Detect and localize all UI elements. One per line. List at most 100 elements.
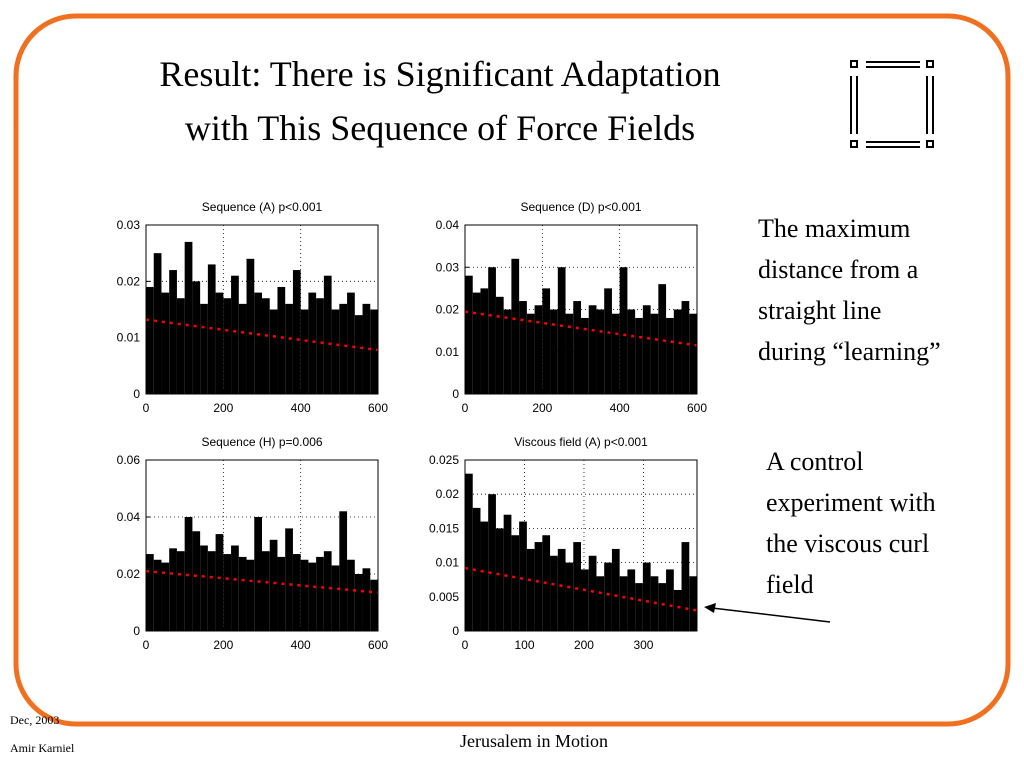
- bar: [362, 303, 371, 394]
- bar: [534, 542, 543, 631]
- bar: [153, 253, 162, 394]
- bar: [223, 554, 232, 631]
- bar: [269, 309, 278, 394]
- bar: [565, 313, 574, 394]
- bar: [511, 258, 520, 394]
- bar: [269, 539, 278, 631]
- x-tick-label: 0: [143, 401, 150, 415]
- force-icon: [850, 60, 934, 148]
- bar: [370, 309, 378, 394]
- bar: [246, 258, 255, 394]
- bar: [472, 507, 481, 631]
- bar: [331, 565, 340, 631]
- bar: [262, 551, 270, 631]
- bar: [503, 514, 512, 631]
- y-tick-label: 0: [133, 387, 140, 401]
- chart: Sequence (A) p<0.001 0 0.01 0.02 0.03 0 200 400…: [117, 200, 389, 415]
- footer-center: Jerusalem in Motion: [460, 731, 608, 751]
- bar: [354, 574, 363, 631]
- y-tick-label: 0: [452, 624, 459, 638]
- bar: [581, 569, 589, 631]
- bar: [323, 275, 332, 394]
- bar: [308, 562, 317, 631]
- x-tick-label: 600: [368, 401, 388, 415]
- y-tick-label: 0.03: [436, 260, 460, 274]
- bar: [658, 583, 667, 631]
- bar: [611, 313, 620, 394]
- bar: [619, 267, 628, 394]
- chart: Sequence (H) p=0.006 0 0.02 0.04 0.06 0 200 400…: [117, 435, 389, 652]
- bar: [146, 554, 154, 631]
- x-tick-label: 0: [462, 401, 469, 415]
- bar: [370, 579, 378, 631]
- bar: [316, 298, 324, 394]
- y-tick-label: 0.03: [117, 218, 141, 232]
- x-tick-label: 200: [532, 401, 552, 415]
- trend-line: [145, 318, 379, 352]
- y-tick-label: 0.02: [117, 274, 141, 288]
- chart-title: Sequence (D) p<0.001: [520, 200, 641, 214]
- bar: [642, 562, 651, 631]
- bar: [588, 555, 597, 631]
- x-tick-label: 200: [213, 401, 233, 415]
- bar: [176, 298, 185, 394]
- x-tick-label: 0: [462, 638, 469, 652]
- bar: [292, 554, 301, 631]
- bar: [277, 556, 286, 631]
- footer-date: Dec, 2003: [10, 713, 59, 727]
- bar: [465, 473, 473, 631]
- x-tick-label: 100: [514, 638, 534, 652]
- bar: [285, 528, 293, 631]
- bar: [526, 313, 535, 394]
- bar: [689, 313, 697, 394]
- bar: [231, 275, 239, 394]
- bar: [581, 317, 589, 394]
- bar: [254, 292, 262, 394]
- bar: [619, 576, 628, 631]
- bar: [573, 301, 581, 394]
- note-line: the viscous curl: [766, 529, 929, 558]
- x-tick-label: 200: [574, 638, 594, 652]
- bar: [323, 551, 332, 631]
- note-line: straight line: [758, 296, 881, 325]
- y-tick-label: 0.02: [117, 567, 141, 581]
- bar: [354, 315, 363, 394]
- bar: [292, 270, 301, 394]
- slide-border: [13, 13, 1011, 727]
- bar: [184, 241, 193, 394]
- plot-frame: [464, 224, 698, 395]
- chart-title: Sequence (A) p<0.001: [202, 200, 323, 214]
- bar: [534, 305, 543, 394]
- bar: [347, 559, 355, 631]
- bar: [192, 281, 201, 394]
- bar: [215, 292, 224, 394]
- y-tick-label: 0.01: [117, 331, 141, 345]
- bar: [666, 569, 674, 631]
- bar: [666, 317, 674, 394]
- bar: [285, 303, 293, 394]
- pointer-arrow: [704, 603, 831, 623]
- y-tick-label: 0.04: [436, 218, 460, 232]
- x-tick-label: 0: [143, 638, 150, 652]
- y-tick-label: 0.02: [436, 487, 460, 501]
- bar: [192, 531, 201, 631]
- bar: [627, 309, 636, 394]
- bar: [215, 534, 224, 631]
- bar: [557, 548, 566, 631]
- footer-author: Amir Karniel: [10, 741, 75, 755]
- y-tick-label: 0.06: [117, 453, 141, 467]
- bar: [596, 309, 605, 394]
- bar: [604, 562, 612, 631]
- bar: [495, 528, 504, 631]
- chart-title: Viscous field (A) p<0.001: [514, 435, 648, 449]
- bar: [308, 292, 317, 394]
- bar: [658, 284, 667, 394]
- bar: [635, 583, 643, 631]
- x-tick-label: 400: [291, 401, 311, 415]
- bar: [465, 275, 473, 394]
- y-tick-label: 0: [452, 387, 459, 401]
- bar: [262, 298, 270, 394]
- bar: [339, 303, 348, 394]
- bar: [316, 556, 324, 631]
- bar: [519, 521, 527, 631]
